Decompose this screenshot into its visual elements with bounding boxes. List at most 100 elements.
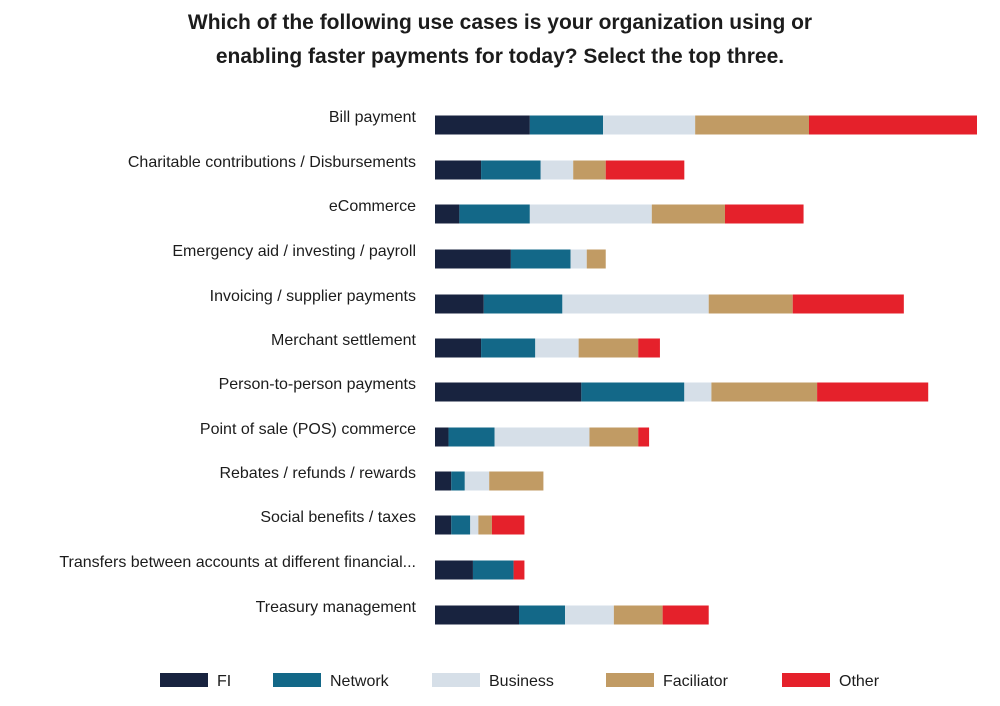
chart-title-line-2: enabling faster payments for today? Sele…	[215, 45, 785, 68]
category-label: Emergency aid / investing / payroll	[172, 243, 416, 260]
bar-segment-other	[724, 204, 804, 224]
bar-segment-other	[491, 515, 525, 535]
bar-segment-network	[581, 382, 685, 402]
bar-segment-other	[808, 115, 977, 135]
category-label: Rebates / refunds / rewards	[219, 465, 416, 482]
bar-row-invoicing-supplier-payments: Invoicing / supplier payments	[210, 288, 904, 314]
bar-row-point-of-sale-pos-commerce: Point of sale (POS) commerce	[200, 421, 650, 447]
bar-segment-faciliator	[578, 338, 639, 358]
bar-segment-faciliator	[489, 471, 544, 491]
bar-segment-fi	[435, 294, 484, 314]
legend-label: FI	[217, 673, 231, 690]
bar-row-charitable-contributions-disbursements: Charitable contributions / Disbursements	[128, 154, 685, 180]
legend-item-network: Network	[273, 673, 390, 690]
bar-segment-other	[792, 294, 904, 314]
bar-segment-faciliator	[695, 115, 809, 135]
bar-row-treasury-management: Treasury management	[256, 599, 709, 625]
bar-row-merchant-settlement: Merchant settlement	[271, 332, 660, 358]
bar-row-ecommerce: eCommerce	[329, 198, 804, 224]
legend-label: Business	[489, 673, 554, 690]
legend-swatch	[782, 673, 830, 687]
bar-segment-other	[638, 338, 660, 358]
bar-segment-business	[470, 515, 479, 535]
bar-segment-network	[472, 560, 514, 580]
bar-segment-business	[565, 605, 614, 625]
legend-item-other: Other	[782, 673, 880, 690]
bar-segment-network	[483, 294, 563, 314]
bar-segment-faciliator	[478, 515, 492, 535]
bar-segment-fi	[435, 204, 460, 224]
bar-segment-business	[570, 249, 587, 269]
bar-segment-network	[451, 515, 471, 535]
bar-segment-business	[494, 427, 590, 447]
category-label: Bill payment	[329, 109, 417, 126]
bar-segment-faciliator	[573, 160, 606, 180]
legend-swatch	[606, 673, 654, 687]
bar-segment-other	[513, 560, 525, 580]
chart-title: Which of the following use cases is your…	[0, 6, 1000, 74]
legend-swatch	[273, 673, 321, 687]
category-label: Invoicing / supplier payments	[210, 288, 416, 305]
bar-segment-network	[519, 605, 566, 625]
bar-segment-fi	[435, 427, 449, 447]
bar-row-transfers-between-accounts-at-different-financial: Transfers between accounts at different …	[59, 554, 525, 580]
legend: FI Network Business Faciliator Other	[160, 673, 880, 690]
bar-segment-fi	[435, 515, 452, 535]
bar-segment-business	[684, 382, 712, 402]
legend-label: Network	[330, 673, 390, 690]
bar-segment-other	[605, 160, 685, 180]
bar-segment-other	[662, 605, 709, 625]
category-label: Social benefits / taxes	[260, 509, 416, 526]
legend-label: Faciliator	[663, 673, 729, 690]
bar-segment-fi	[435, 382, 582, 402]
bar-segment-business	[529, 204, 652, 224]
legend-item-business: Business	[432, 673, 554, 690]
legend-item-faciliator: Faciliator	[606, 673, 729, 690]
bar-segment-fi	[435, 160, 482, 180]
bar-row-emergency-aid-investing-payroll: Emergency aid / investing / payroll	[172, 243, 606, 269]
legend-label: Other	[839, 673, 880, 690]
category-label: Transfers between accounts at different …	[59, 554, 416, 571]
bar-segment-faciliator	[708, 294, 793, 314]
bar-segment-faciliator	[589, 427, 639, 447]
bar-segment-fi	[435, 605, 520, 625]
bar-segment-faciliator	[613, 605, 663, 625]
category-label: Charitable contributions / Disbursements	[128, 154, 416, 171]
category-label: eCommerce	[329, 198, 416, 215]
bar-segment-business	[464, 471, 490, 491]
chart-title-line-1: Which of the following use cases is your…	[187, 11, 813, 34]
category-label: Treasury management	[256, 599, 417, 616]
bar-segment-faciliator	[711, 382, 818, 402]
bar-segment-network	[510, 249, 571, 269]
bar-segment-other	[817, 382, 929, 402]
bar-row-social-benefits-taxes: Social benefits / taxes	[260, 509, 525, 535]
bar-segment-network	[529, 115, 604, 135]
bar-segment-fi	[435, 115, 530, 135]
legend-swatch	[160, 673, 208, 687]
bar-segment-faciliator	[651, 204, 725, 224]
bar-segment-other	[638, 427, 650, 447]
bar-segment-network	[481, 160, 541, 180]
bar-segment-fi	[435, 249, 511, 269]
bar-segment-fi	[435, 471, 452, 491]
category-label: Person-to-person payments	[219, 376, 416, 393]
bar-segment-business	[562, 294, 709, 314]
bar-segment-fi	[435, 338, 482, 358]
bar-segment-network	[481, 338, 536, 358]
bar-segment-business	[535, 338, 579, 358]
bar-segment-faciliator	[586, 249, 606, 269]
bar-row-person-to-person-payments: Person-to-person payments	[219, 376, 929, 402]
legend-swatch	[432, 673, 480, 687]
legend-item-fi: FI	[160, 673, 231, 690]
category-label: Merchant settlement	[271, 332, 417, 349]
bar-segment-network	[448, 427, 495, 447]
bar-segment-business	[603, 115, 696, 135]
bar-row-bill-payment: Bill payment	[329, 109, 977, 135]
bar-segment-network	[451, 471, 465, 491]
bar-row-rebates-refunds-rewards: Rebates / refunds / rewards	[219, 465, 544, 491]
bar-segment-network	[459, 204, 530, 224]
bar-segment-business	[540, 160, 574, 180]
category-label: Point of sale (POS) commerce	[200, 421, 416, 438]
